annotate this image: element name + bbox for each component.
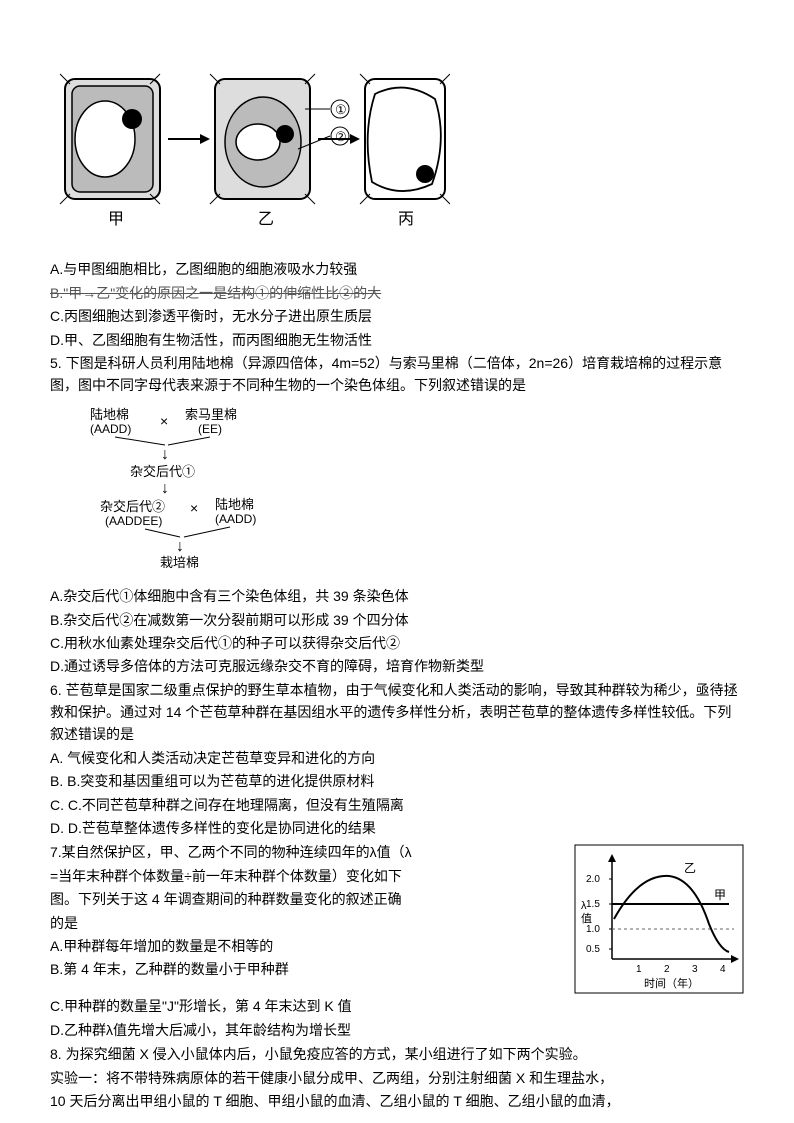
q5-option-c: C.用秋水仙素处理杂交后代①的种子可以获得杂交后代② (50, 632, 744, 654)
svg-text:2: 2 (664, 964, 670, 975)
svg-text:×: × (160, 413, 168, 429)
svg-text:↓: ↓ (161, 480, 169, 497)
svg-text:2.0: 2.0 (586, 874, 600, 885)
q6-option-c: C. C.不同芒苞草种群之间存在地理隔离，但没有生殖隔离 (50, 794, 744, 816)
svg-text:↓: ↓ (161, 446, 169, 463)
svg-text:1.5: 1.5 (586, 899, 600, 910)
q8-stem: 8. 为探究细菌 X 侵入小鼠体内后，小鼠免疫应答的方式，某小组进行了如下两个实… (50, 1043, 744, 1065)
svg-text:甲: 甲 (714, 888, 726, 902)
svg-text:4: 4 (720, 964, 726, 975)
svg-text:时间（年）: 时间（年） (644, 976, 699, 990)
cell1-label: 甲 (108, 211, 124, 228)
svg-text:陆地棉: 陆地棉 (90, 407, 129, 422)
svg-text:1.0: 1.0 (586, 924, 600, 935)
q6-stem: 6. 芒苞草是国家二级重点保护的野生草本植物，由于气候变化和人类活动的影响，导致… (50, 679, 744, 746)
q4-option-c: C.丙图细胞达到渗透平衡时，无水分子进出原生质层 (50, 305, 744, 327)
q8-exp1a: 实验一：将不带特殊病原体的若干健康小鼠分成甲、乙两组，分别注射细菌 X 和生理盐… (50, 1067, 744, 1089)
svg-text:(AADDEE): (AADDEE) (105, 514, 162, 528)
q5-option-a: A.杂交后代①体细胞中含有三个染色体组，共 39 条染色体 (50, 585, 744, 607)
q7-block: 0.5 1.0 1.5 2.0 1 2 3 4 甲 乙 λ 值 时间（年） (50, 840, 744, 1042)
svg-text:↓: ↓ (176, 538, 184, 555)
cell-plasmolysis-figure: 甲 ① ② 乙 丙 (50, 64, 744, 250)
svg-text:(AADD): (AADD) (215, 512, 256, 526)
marker-1: ① (335, 102, 347, 117)
q4-option-a: A.与甲图细胞相比，乙图细胞的细胞液吸水力较强 (50, 258, 744, 280)
svg-text:(AADD): (AADD) (90, 422, 131, 436)
cell-svg: 甲 ① ② 乙 丙 (50, 64, 450, 244)
svg-text:(EE): (EE) (198, 422, 222, 436)
cell2-label: 乙 (258, 211, 274, 228)
q6-option-b: B. B.突变和基因重组可以为芒苞草的进化提供原材料 (50, 770, 744, 792)
cross-svg: 陆地棉 (AADD) × 索马里棉 (EE) ↓ 杂交后代① ↓ 杂交后代② (… (70, 401, 330, 571)
q4-option-d: D.甲、乙图细胞有生物活性，而丙图细胞无生物活性 (50, 329, 744, 351)
svg-text:杂交后代②: 杂交后代② (100, 499, 165, 514)
q5-option-b: B.杂交后代②在减数第一次分裂前期可以形成 39 个四分体 (50, 609, 744, 631)
q5-stem: 5. 下图是科研人员利用陆地棉（异源四倍体，4m=52）与索马里棉（二倍体，2n… (50, 352, 744, 397)
svg-text:0.5: 0.5 (586, 944, 600, 955)
svg-text:乙: 乙 (684, 861, 696, 875)
q7-option-d: D.乙种群λ值先增大后减小，其年龄结构为增长型 (50, 1019, 744, 1041)
q6-option-d: D. D.芒苞草整体遗传多样性的变化是协同进化的结果 (50, 817, 744, 839)
q8-exp1b: 10 天后分离出甲组小鼠的 T 细胞、甲组小鼠的血清、乙组小鼠的 T 细胞、乙组… (50, 1090, 744, 1112)
q7-option-c: C.甲种群的数量呈"J"形增长，第 4 年末达到 K 值 (50, 995, 744, 1017)
svg-text:陆地棉: 陆地棉 (215, 497, 254, 512)
cell3-label: 丙 (398, 211, 414, 228)
cotton-cross-figure: 陆地棉 (AADD) × 索马里棉 (EE) ↓ 杂交后代① ↓ 杂交后代② (… (50, 401, 744, 577)
q6-option-a: A. 气候变化和人类活动决定芒苞草变异和进化的方向 (50, 747, 744, 769)
q5-option-d: D.通过诱导多倍体的方法可克服远缘杂交不育的障碍，培育作物新类型 (50, 655, 744, 677)
svg-text:杂交后代①: 杂交后代① (130, 464, 195, 479)
svg-text:栽培棉: 栽培棉 (160, 555, 199, 570)
svg-text:索马里棉: 索马里棉 (185, 407, 237, 422)
q4-option-b: B."甲→乙"变化的原因之一是结构①的伸缩性比②的大 (50, 282, 744, 304)
svg-text:×: × (190, 500, 198, 516)
marker-2: ② (335, 129, 347, 144)
lambda-graph: 0.5 1.0 1.5 2.0 1 2 3 4 甲 乙 λ 值 时间（年） (574, 844, 744, 994)
ylabel-v: 值 (581, 912, 592, 925)
ylabel-l: λ (581, 900, 587, 912)
svg-text:1: 1 (636, 964, 642, 975)
svg-text:3: 3 (692, 964, 698, 975)
